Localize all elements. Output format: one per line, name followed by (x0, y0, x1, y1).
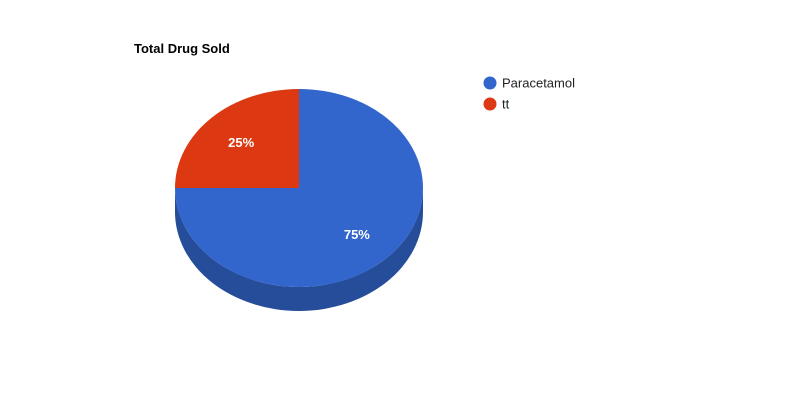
pie-3d-sides (175, 188, 423, 311)
slice-percentage-label: 25% (228, 135, 254, 150)
legend-item-tt[interactable]: tt (483, 97, 510, 112)
legend-marker-icon (483, 97, 497, 111)
chart-title: Total Drug Sold (134, 41, 230, 56)
pie-slice-labels: 75% 25% (228, 135, 370, 242)
slice-percentage-label: 75% (344, 227, 370, 242)
pie-slices (175, 89, 423, 287)
legend: Paracetamol tt (483, 76, 576, 112)
legend-marker-icon (483, 76, 497, 90)
legend-label: Paracetamol (502, 76, 575, 91)
legend-label: tt (502, 97, 510, 112)
legend-item-paracetamol[interactable]: Paracetamol (483, 76, 576, 91)
pie-slice-tt[interactable] (175, 89, 299, 188)
pie-side-paracetamol (175, 188, 423, 311)
